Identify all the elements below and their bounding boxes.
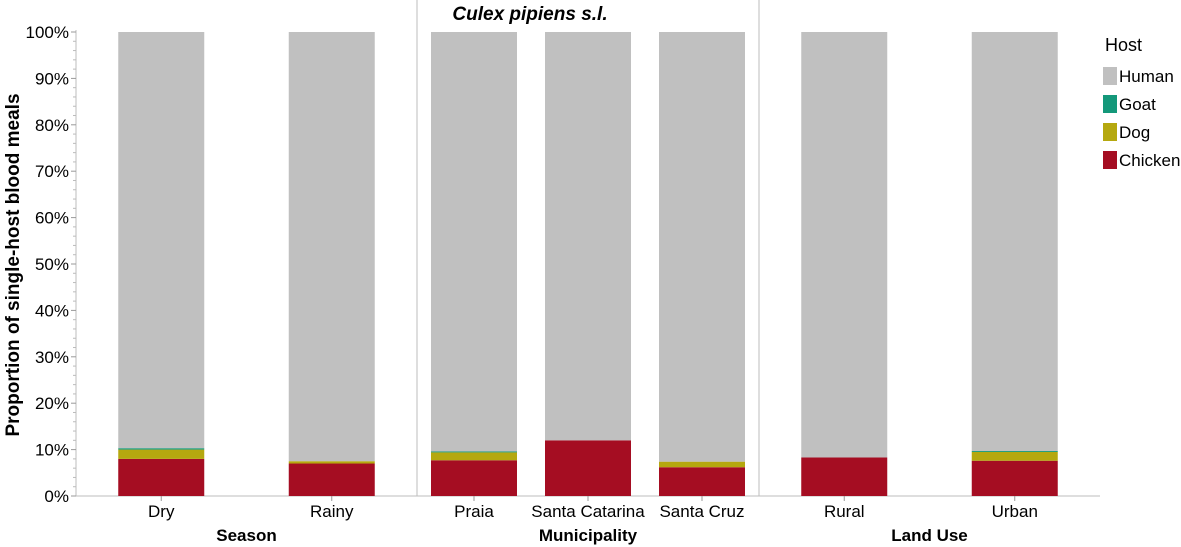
bar-santa-catarina-human xyxy=(545,32,631,441)
y-tick-label: 70% xyxy=(35,162,69,181)
bar-praia-goat xyxy=(431,451,517,453)
legend-label-goat: Goat xyxy=(1119,95,1156,114)
bar-urban-chicken xyxy=(971,460,1058,496)
bar-urban-human xyxy=(971,32,1058,451)
bar-dry-chicken xyxy=(118,458,205,496)
x-tick-label-rural: Rural xyxy=(824,502,865,521)
y-tick-label: 80% xyxy=(35,116,69,135)
bar-rural-chicken xyxy=(801,457,888,496)
bar-santa-cruz-dog xyxy=(659,461,745,468)
legend-swatch-chicken xyxy=(1103,151,1117,169)
bar-rural-human xyxy=(801,32,888,458)
legend-swatch-human xyxy=(1103,67,1117,85)
group-label-land-use: Land Use xyxy=(891,526,968,545)
plot-area: 0% 10% 20% 30% 40% 50% 60% 70% 80% 90% 100% Season D… xyxy=(26,0,1100,545)
bar-urban-goat xyxy=(971,450,1058,452)
bar-santa-catarina-chicken xyxy=(545,440,631,496)
chart-title: Culex pipiens s.l. xyxy=(452,4,607,25)
group-label-season: Season xyxy=(216,526,276,545)
x-tick-label-santa-cruz: Santa Cruz xyxy=(659,502,744,521)
y-axis-label: Proportion of single-host blood meals xyxy=(3,93,24,436)
y-tick-label: 40% xyxy=(35,301,69,320)
y-tick-label: 50% xyxy=(35,255,69,274)
y-tick-label: 20% xyxy=(35,394,69,413)
bar-praia-chicken xyxy=(431,460,517,496)
legend-title: Host xyxy=(1105,35,1142,55)
x-tick-label-urban: Urban xyxy=(992,502,1038,521)
bar-rainy-dog xyxy=(288,461,375,464)
bar-praia-human xyxy=(431,32,517,452)
x-tick-label-santa-catarina: Santa Catarina xyxy=(531,502,645,521)
bar-dry-human xyxy=(118,32,205,449)
legend-label-human: Human xyxy=(1119,67,1174,86)
bar-dry-dog xyxy=(118,449,205,459)
legend-swatch-dog xyxy=(1103,123,1117,141)
legend-label-chicken: Chicken xyxy=(1119,151,1180,170)
legend-label-dog: Dog xyxy=(1119,123,1150,142)
y-tick-label: 30% xyxy=(35,348,69,367)
x-tick-label-praia: Praia xyxy=(454,502,494,521)
x-tick-label-rainy: Rainy xyxy=(310,502,354,521)
bar-rainy-chicken xyxy=(288,463,375,496)
y-tick-label: 60% xyxy=(35,209,69,228)
bar-praia-dog xyxy=(431,452,517,461)
y-tick-label: 0% xyxy=(44,487,69,506)
x-tick-label-dry: Dry xyxy=(148,502,175,521)
bar-urban-dog xyxy=(971,451,1058,461)
bar-santa-cruz-chicken xyxy=(659,467,745,496)
bar-rainy-human xyxy=(288,32,375,462)
bar-santa-cruz-human xyxy=(659,32,745,462)
legend: Host Human Goat Dog Chicken xyxy=(1103,35,1180,170)
y-tick-label: 90% xyxy=(35,69,69,88)
legend-swatch-goat xyxy=(1103,95,1117,113)
bar-dry-goat xyxy=(118,448,205,450)
group-label-municipality: Municipality xyxy=(539,526,638,545)
y-tick-label: 100% xyxy=(26,23,69,42)
y-tick-label: 10% xyxy=(35,441,69,460)
